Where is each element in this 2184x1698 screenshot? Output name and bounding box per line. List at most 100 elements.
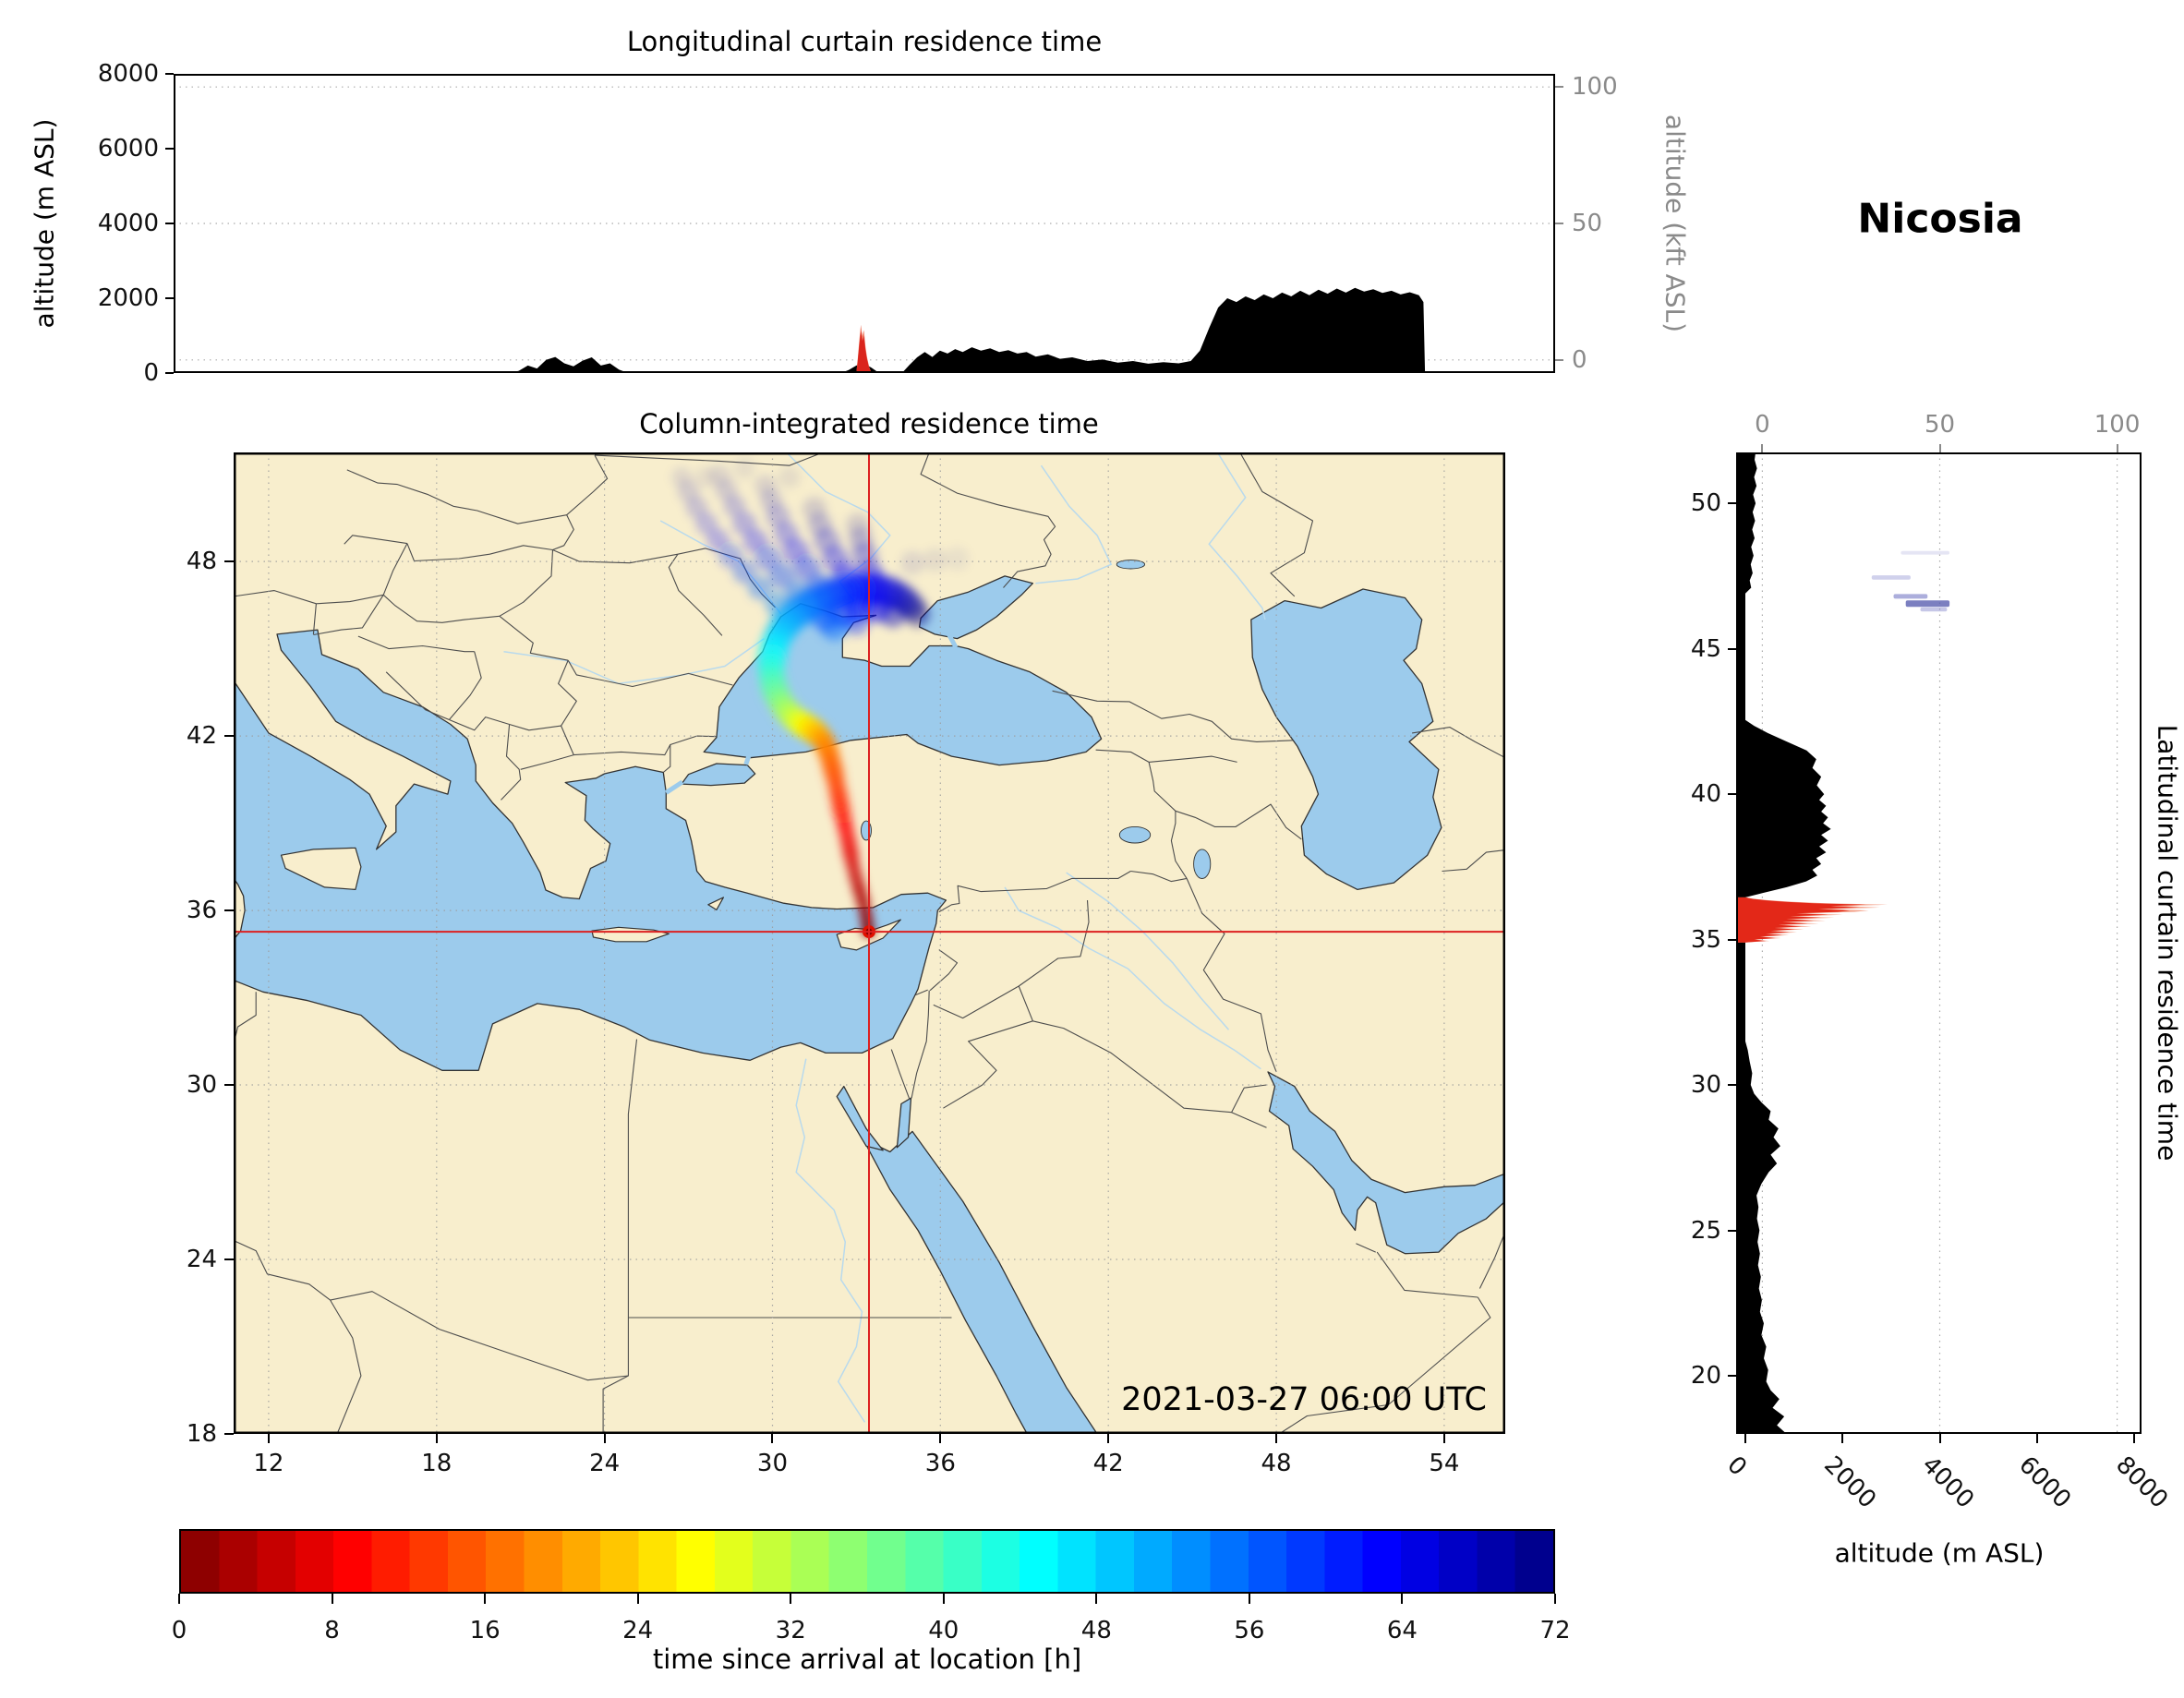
tick-label: 100 (2094, 411, 2141, 439)
tick-label: 4000 (1915, 1451, 1979, 1514)
right-panel-xlabel: altitude (m ASL) (1834, 1537, 2045, 1569)
tick-mark (1248, 1594, 1250, 1604)
tick-mark (484, 1594, 487, 1604)
tick-mark (1554, 1594, 1556, 1604)
top-left-axis-label: altitude (m ASL) (29, 118, 60, 329)
tick-mark (2133, 1434, 2135, 1443)
tick-mark (1728, 1375, 1736, 1377)
tick-label: 0 (143, 359, 159, 387)
colorbar-label: time since arrival at location [h] (652, 1644, 1082, 1675)
tick-label: 8000 (97, 60, 159, 88)
tick-mark (1095, 1594, 1098, 1604)
tick-mark (771, 1434, 774, 1443)
colorbar-gradient (179, 1529, 1555, 1594)
tick-mark (165, 297, 174, 299)
tick-mark (1555, 358, 1563, 361)
tick-label: 72 (1539, 1617, 1571, 1644)
longitudinal-curtain-panel (174, 74, 1555, 373)
tick-mark (1728, 1229, 1736, 1232)
tick-label: 2000 (97, 284, 159, 312)
tick-label: 6000 (97, 135, 159, 163)
tick-label: 20 (1690, 1362, 1721, 1390)
tick-mark (1728, 647, 1736, 650)
tick-label: 24 (622, 1617, 654, 1644)
tick-label: 0 (1755, 411, 1770, 439)
tick-label: 42 (1092, 1450, 1124, 1477)
tick-mark (1938, 1434, 1941, 1443)
tick-label: 0 (171, 1617, 187, 1644)
tick-label: 24 (589, 1450, 621, 1477)
tick-label: 6000 (2012, 1451, 2076, 1514)
tick-mark (1728, 1084, 1736, 1087)
tick-label: 30 (756, 1450, 789, 1477)
tick-mark (2116, 444, 2118, 452)
tick-mark (224, 735, 234, 738)
timestamp-label: 2021-03-27 06:00 UTC (1121, 1381, 1487, 1418)
tick-label: 16 (469, 1617, 501, 1644)
tick-label: 24 (186, 1246, 217, 1274)
tick-mark (1761, 444, 1764, 452)
tick-label: 4000 (97, 210, 159, 237)
tick-mark (1401, 1594, 1404, 1604)
tick-label: 36 (186, 897, 217, 925)
tick-mark (165, 73, 174, 75)
tick-mark (1555, 223, 1563, 224)
tick-label: 36 (924, 1450, 956, 1477)
tick-label: 50 (1690, 489, 1721, 518)
tick-mark (1938, 444, 1941, 452)
tick-mark (165, 372, 174, 374)
tick-label: 18 (421, 1450, 452, 1477)
top-right-axis-label: altitude (kft ASL) (1659, 114, 1691, 333)
tick-label: 8 (324, 1617, 340, 1644)
residence-time-map (234, 452, 1505, 1434)
tick-label: 25 (1690, 1216, 1721, 1245)
tick-label: 40 (928, 1617, 959, 1644)
tick-label: 48 (1261, 1450, 1292, 1477)
tick-mark (224, 1084, 234, 1087)
latitudinal-curtain-panel (1736, 452, 2142, 1434)
tick-mark (178, 1594, 180, 1604)
tick-mark (939, 1434, 942, 1443)
tick-mark (1275, 1434, 1278, 1443)
tick-mark (1841, 1434, 1844, 1443)
tick-mark (1555, 86, 1563, 89)
tick-label: 48 (1080, 1617, 1112, 1644)
tick-label: 100 (1572, 73, 1618, 102)
tick-label: 54 (1429, 1450, 1460, 1477)
tick-mark (1744, 1434, 1746, 1443)
tick-mark (636, 1594, 639, 1604)
tick-mark (603, 1434, 606, 1443)
tick-mark (224, 560, 234, 563)
tick-label: 56 (1234, 1617, 1265, 1644)
tick-mark (331, 1594, 333, 1604)
tick-mark (2035, 1434, 2038, 1443)
tick-mark (1728, 793, 1736, 796)
map-title: Column-integrated residence time (639, 408, 1099, 440)
tick-label: 50 (1572, 210, 1603, 237)
tick-label: 40 (1690, 780, 1721, 809)
tick-label: 30 (186, 1071, 217, 1100)
tick-mark (1442, 1434, 1445, 1443)
tick-mark (1107, 1434, 1110, 1443)
tick-mark (435, 1434, 438, 1443)
tick-label: 48 (186, 548, 217, 576)
tick-label: 32 (775, 1617, 806, 1644)
tick-label: 45 (1690, 634, 1721, 663)
tick-mark (1728, 938, 1736, 941)
top-panel-title: Longitudinal curtain residence time (626, 26, 1103, 57)
tick-mark (942, 1594, 945, 1604)
tick-label: 0 (1572, 345, 1587, 374)
station-title: Nicosia (1857, 195, 2023, 243)
tick-label: 2000 (1818, 1451, 1882, 1514)
tick-label: 8000 (2110, 1451, 2174, 1514)
tick-mark (165, 223, 174, 224)
tick-label: 30 (1690, 1071, 1721, 1100)
tick-label: 50 (1924, 411, 1956, 439)
tick-label: 12 (253, 1450, 284, 1477)
tick-mark (224, 909, 234, 912)
tick-mark (790, 1594, 792, 1604)
tick-mark (1728, 502, 1736, 505)
tick-mark (267, 1434, 270, 1443)
tick-label: 42 (186, 722, 217, 751)
